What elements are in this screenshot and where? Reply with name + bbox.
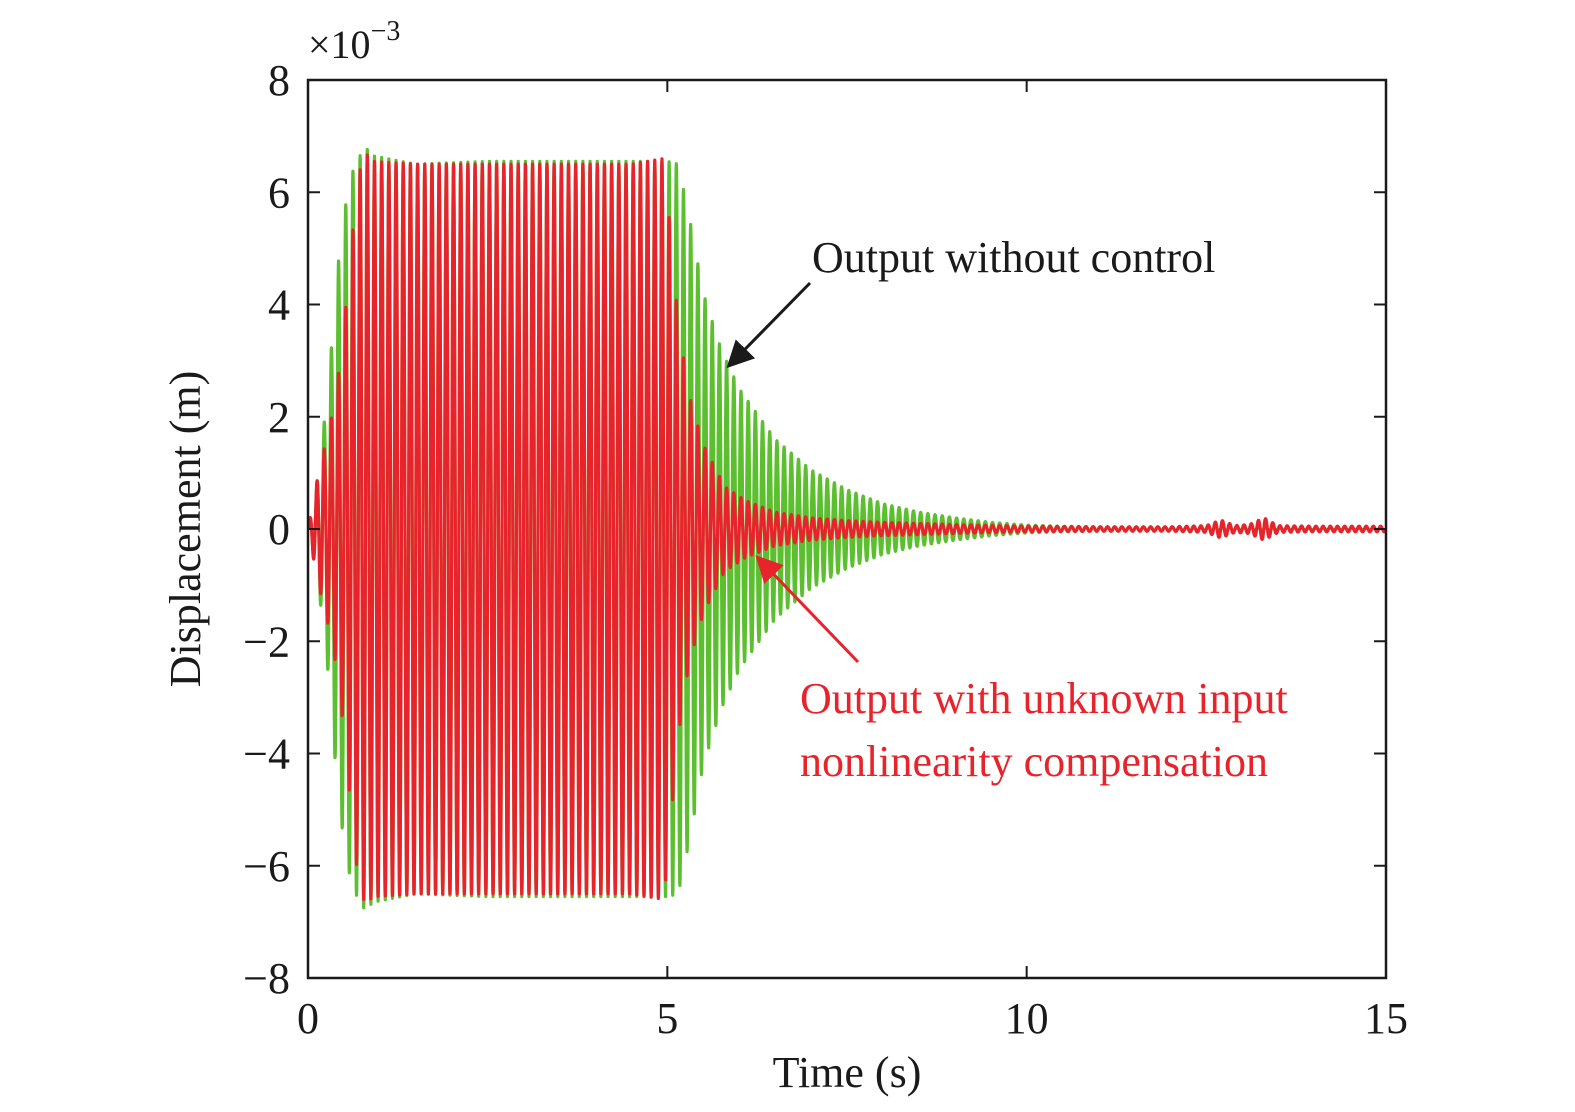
y-axis-label: Displacement (m) bbox=[161, 371, 210, 687]
y-tick-label: 8 bbox=[268, 56, 290, 105]
y-multiplier-exponent: −3 bbox=[371, 16, 401, 47]
annotation-arrow-with-compensation bbox=[755, 555, 860, 664]
annotation-with-compensation-line1: Output with unknown input bbox=[800, 674, 1288, 723]
x-tick-label: 10 bbox=[1005, 994, 1049, 1043]
y-tick-label: −4 bbox=[243, 730, 290, 779]
y-tick-label: −2 bbox=[243, 617, 290, 666]
y-multiplier-base: ×10 bbox=[308, 22, 371, 67]
annotation-with-compensation-line2: nonlinearity compensation bbox=[800, 737, 1268, 786]
y-tick-label: 6 bbox=[268, 168, 290, 217]
y-tick-label: −8 bbox=[243, 954, 290, 1003]
x-tick-label: 0 bbox=[297, 994, 319, 1043]
annotation-without-control: Output without control bbox=[812, 233, 1215, 282]
y-tick-label: 2 bbox=[268, 393, 290, 442]
y-tick-label: 0 bbox=[268, 505, 290, 554]
series-layer bbox=[308, 147, 1386, 910]
y-tick-label: 4 bbox=[268, 281, 290, 330]
ticks-layer: 0 5 10 15 −8 −6 −4 −2 0 2 4 6 8 bbox=[243, 56, 1408, 1043]
x-tick-label: 5 bbox=[656, 994, 678, 1043]
series-line-with-compensation bbox=[308, 153, 1386, 902]
y-tick-label: −6 bbox=[243, 842, 290, 891]
x-tick-label: 15 bbox=[1364, 994, 1408, 1043]
x-axis-label: Time (s) bbox=[773, 1048, 922, 1097]
annotation-arrow-without-control bbox=[726, 281, 812, 369]
y-multiplier-label: ×10−3 bbox=[308, 16, 400, 67]
